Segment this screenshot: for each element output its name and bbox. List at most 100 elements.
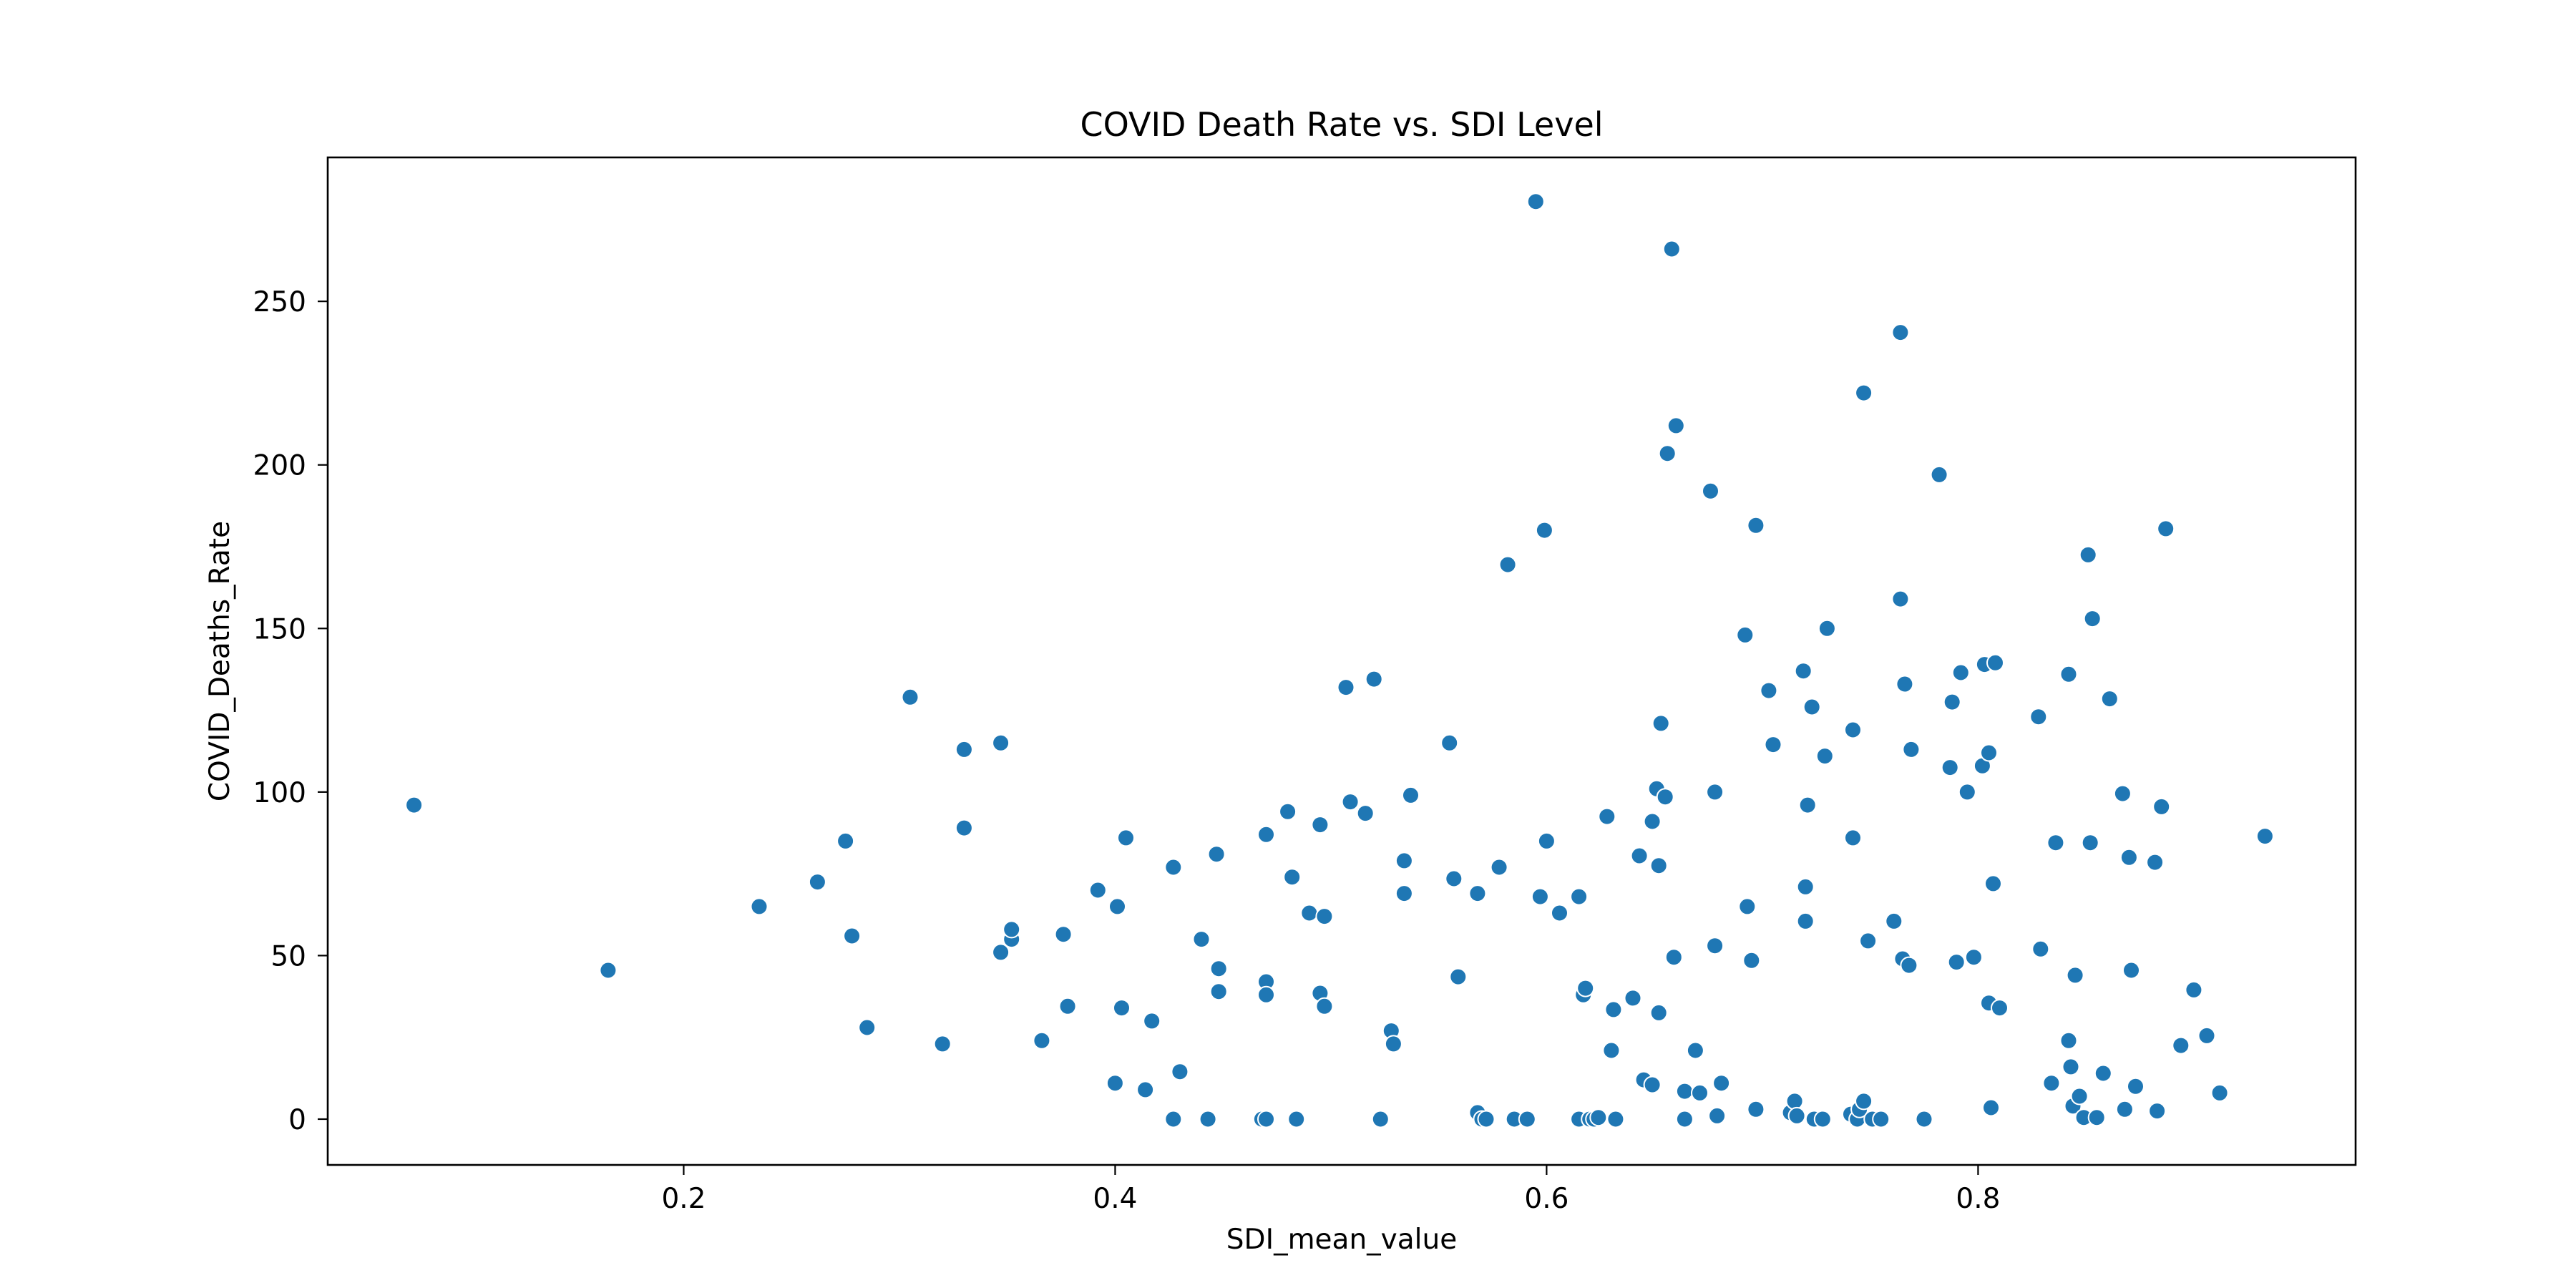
data-point-107 [1738,897,1757,916]
data-point-18 [1088,881,1107,899]
data-point-188 [2255,827,2274,846]
data-point-104 [1708,1106,1727,1125]
data-point-81 [1604,1000,1623,1019]
y-tick-label: 250 [253,286,306,318]
data-point-45 [1315,997,1334,1015]
data-point-136 [1891,590,1910,608]
data-point-149 [1964,948,1983,967]
data-point-63 [1490,858,1508,877]
data-point-111 [1760,681,1778,700]
y-tick-label: 50 [270,940,306,972]
data-point-9 [955,740,973,758]
data-point-127 [1844,829,1862,847]
data-point-87 [1643,812,1662,831]
data-point-180 [2146,853,2165,872]
data-point-80 [1602,1041,1621,1060]
data-point-114 [1785,1092,1804,1111]
x-tick-label: 0.2 [661,1183,706,1215]
data-point-27 [1171,1063,1189,1081]
data-point-62 [1477,1110,1496,1128]
data-point-122 [1813,1110,1832,1128]
data-point-137 [1891,323,1910,342]
data-point-130 [1855,1092,1873,1111]
data-point-162 [2059,665,2078,683]
data-point-116 [1794,662,1813,680]
data-point-120 [1802,698,1821,716]
data-point-98 [1675,1082,1694,1101]
data-point-97 [1675,1110,1694,1128]
data-point-186 [2197,1026,2216,1045]
data-point-17 [1058,997,1077,1015]
y-axis-label: COVID_Deaths_Rate [204,521,236,801]
data-point-6 [858,1018,877,1037]
data-point-96 [1667,416,1685,435]
data-point-52 [1384,1035,1402,1053]
data-point-55 [1402,786,1420,804]
data-point-3 [808,873,826,892]
data-point-16 [1054,925,1073,944]
data-point-67 [1526,192,1545,211]
data-point-146 [1947,953,1966,972]
data-point-29 [1199,1110,1217,1128]
data-point-86 [1643,1075,1662,1094]
data-point-5 [843,927,862,945]
data-point-157 [1991,999,2009,1018]
data-point-46 [1337,678,1355,697]
data-point-169 [2079,545,2097,564]
data-point-40 [1287,1110,1306,1128]
data-point-42 [1311,816,1330,834]
y-tick-label: 200 [253,450,306,482]
data-point-154 [1982,1098,2000,1117]
x-tick-label: 0.6 [1524,1183,1568,1215]
data-point-39 [1283,868,1302,887]
data-point-184 [2172,1036,2190,1055]
data-point-185 [2185,980,2203,999]
data-point-126 [1844,721,1862,739]
data-point-160 [2042,1074,2061,1093]
data-point-174 [2100,690,2119,708]
data-point-56 [1440,733,1459,752]
data-point-106 [1736,625,1755,644]
data-point-10 [955,819,973,837]
data-point-48 [1356,804,1375,823]
data-point-99 [1686,1041,1704,1060]
points-layer [405,192,2274,1128]
data-point-24 [1143,1012,1161,1030]
data-point-117 [1796,912,1815,930]
data-point-164 [2062,1058,2080,1076]
data-point-11 [992,733,1010,752]
data-point-109 [1747,1100,1765,1118]
data-point-131 [1855,384,1873,402]
data-point-21 [1113,999,1131,1018]
data-point-8 [933,1035,952,1053]
chart-title: COVID Death Rate vs. SDI Level [1080,105,1603,144]
data-point-135 [1885,912,1903,930]
y-tick-label: 0 [288,1104,306,1136]
data-point-15 [1033,1031,1051,1050]
data-point-4 [836,831,855,850]
data-point-176 [2115,1100,2134,1118]
data-point-26 [1164,1110,1183,1128]
data-point-170 [2081,834,2099,852]
data-point-57 [1445,869,1463,888]
data-point-47 [1341,793,1360,811]
data-point-173 [2094,1064,2112,1083]
data-point-118 [1796,877,1815,896]
data-point-38 [1279,802,1297,821]
x-axis: 0.2 0.4 0.6 0.8 [661,1165,2000,1215]
data-point-177 [2119,848,2138,867]
data-point-90 [1649,1003,1668,1022]
data-point-70 [1537,831,1556,850]
data-point-20 [1108,897,1126,916]
data-point-175 [2113,784,2132,803]
data-point-58 [1449,967,1468,986]
data-point-148 [1958,783,1976,801]
data-point-44 [1315,907,1334,926]
data-point-93 [1658,444,1677,463]
data-point-14 [1002,920,1021,939]
data-point-94 [1662,240,1681,258]
data-point-59 [1468,884,1487,903]
data-point-141 [1902,740,1921,758]
data-point-1 [599,961,618,980]
data-point-49 [1365,670,1383,688]
